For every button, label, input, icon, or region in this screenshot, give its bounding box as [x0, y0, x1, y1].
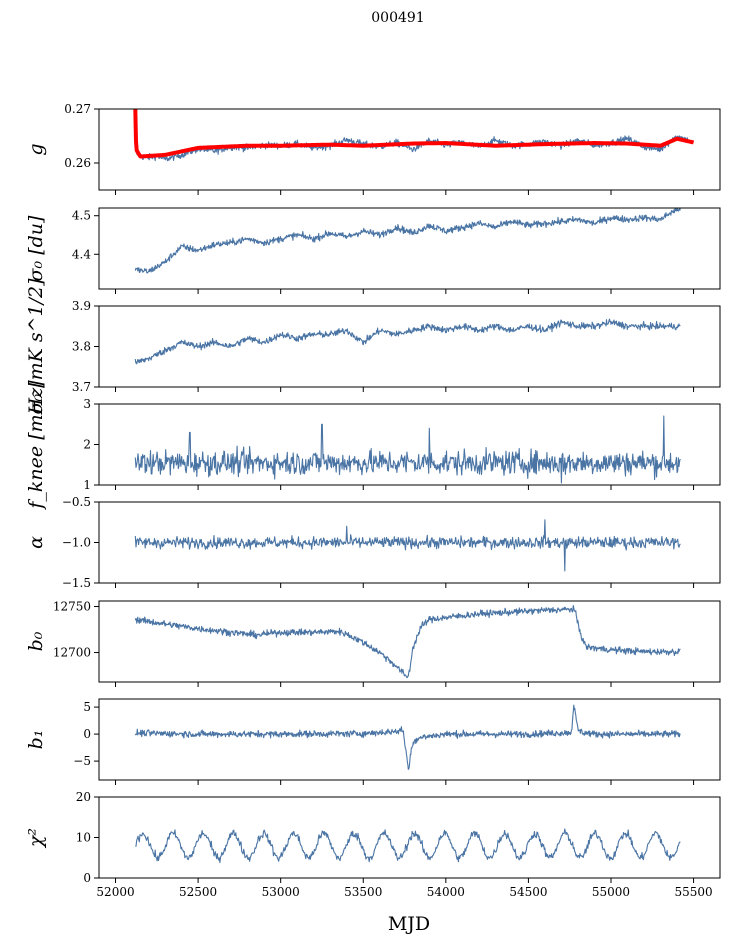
panel-chi2: 52000 52500 53000 53500 54000 54500 55000 55500… [25, 790, 721, 899]
panel-alpha: −1.5 −1.0 −0.5 α [25, 495, 721, 590]
x-tick-label: 54500 [509, 885, 547, 899]
plot-area [134, 704, 681, 770]
axes-frame [98, 108, 721, 191]
panel-g: 0.26 0.27 g [25, 102, 721, 195]
y-tick-label: 4.5 [72, 209, 91, 223]
y-tick-label: 0 [83, 871, 91, 885]
y-axis-label-b1: b₁ [25, 730, 47, 750]
x-tick-label: 55500 [674, 885, 712, 899]
panel-sigma0: 4.4 4.5 σ₀ [du] [25, 207, 721, 294]
panel-fknee: 1 2 3 f_knee [mHz] [25, 380, 721, 511]
axes-frame [98, 403, 721, 486]
x-tick-label: 52500 [179, 885, 217, 899]
series-sigma0 [134, 208, 681, 274]
series-b1 [134, 704, 681, 770]
plot-area [134, 208, 681, 274]
series-sigma0-mK [134, 318, 681, 365]
y-tick-label: 2 [83, 438, 91, 452]
y-axis-label-chi2: χ² [25, 828, 47, 849]
panel-b1: −5 0 5 b₁ [25, 698, 721, 785]
series-fknee [134, 415, 681, 484]
axes-frame [98, 698, 721, 781]
series-b0 [134, 604, 681, 679]
axes-frame [98, 305, 721, 388]
y-tick-label: 20 [76, 790, 91, 804]
y-tick-label: 3.8 [72, 340, 91, 354]
y-tick-label: 3 [83, 397, 91, 411]
x-tick-label: 54000 [427, 885, 465, 899]
y-tick-label: 12750 [53, 600, 91, 614]
y-tick-label: 0.27 [64, 102, 91, 116]
y-tick-label: 10 [76, 831, 91, 845]
y-axis-label-alpha: α [25, 536, 47, 549]
series-gain-model [133, 109, 695, 159]
plot-area [133, 109, 695, 162]
y-axis-label-g: g [25, 143, 47, 155]
y-tick-label: 0.26 [64, 156, 91, 170]
axes-frame [98, 207, 721, 290]
y-axis-label-fknee: f_knee [mHz] [25, 380, 47, 511]
plot-area [134, 604, 681, 679]
panels: 0.26 0.27 g 4.4 4.5 σ₀ [du] 3.7 3.8 3.9 σ₀ [mK s^… [25, 102, 721, 899]
y-tick-label: 5 [83, 700, 91, 714]
x-tick-label: 53500 [344, 885, 382, 899]
figure-title: 000491 [371, 10, 424, 26]
series-chi2 [135, 828, 681, 864]
y-tick-label: 1 [83, 478, 91, 492]
plot-area [134, 415, 681, 484]
x-tick-label: 52000 [96, 885, 134, 899]
plot-area [135, 828, 681, 864]
axes-frame [98, 600, 721, 683]
plot-area [134, 318, 681, 365]
panel-sigma0K: 3.7 3.8 3.9 σ₀ [mK s^1/2] [25, 278, 721, 415]
panel-b0: 12700 12750 b₀ [25, 600, 721, 687]
y-tick-label: −5 [73, 754, 91, 768]
y-tick-label: 3.9 [72, 299, 91, 313]
y-tick-label: 3.7 [72, 380, 91, 394]
x-tick-label: 55000 [592, 885, 630, 899]
series-alpha [134, 519, 681, 572]
y-tick-label: −1.5 [62, 576, 91, 590]
y-axis-label-sigma0K: σ₀ [mK s^1/2] [25, 278, 47, 415]
x-tick-label: 53000 [262, 885, 300, 899]
y-axis-label-b0: b₀ [25, 631, 47, 651]
y-tick-label: 0 [83, 727, 91, 741]
x-axis-label: MJD [388, 913, 430, 935]
plot-area [134, 519, 681, 572]
y-tick-label: −0.5 [62, 495, 91, 509]
y-tick-label: 12700 [53, 646, 91, 660]
y-tick-label: 4.4 [72, 247, 91, 261]
y-tick-label: −1.0 [62, 536, 91, 550]
y-axis-label-sigma0: σ₀ [du] [25, 215, 47, 281]
